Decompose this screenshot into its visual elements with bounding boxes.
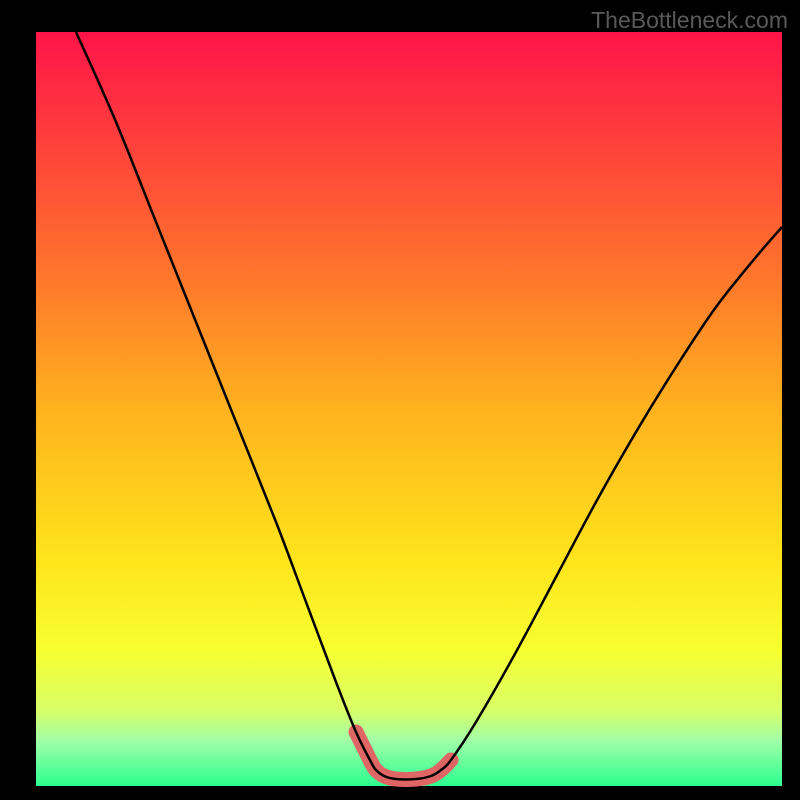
main-curve — [76, 32, 782, 779]
bottleneck-curve — [36, 32, 782, 786]
watermark-text: TheBottleneck.com — [591, 7, 788, 34]
plot-area — [36, 32, 782, 786]
chart-container: TheBottleneck.com — [0, 0, 800, 800]
